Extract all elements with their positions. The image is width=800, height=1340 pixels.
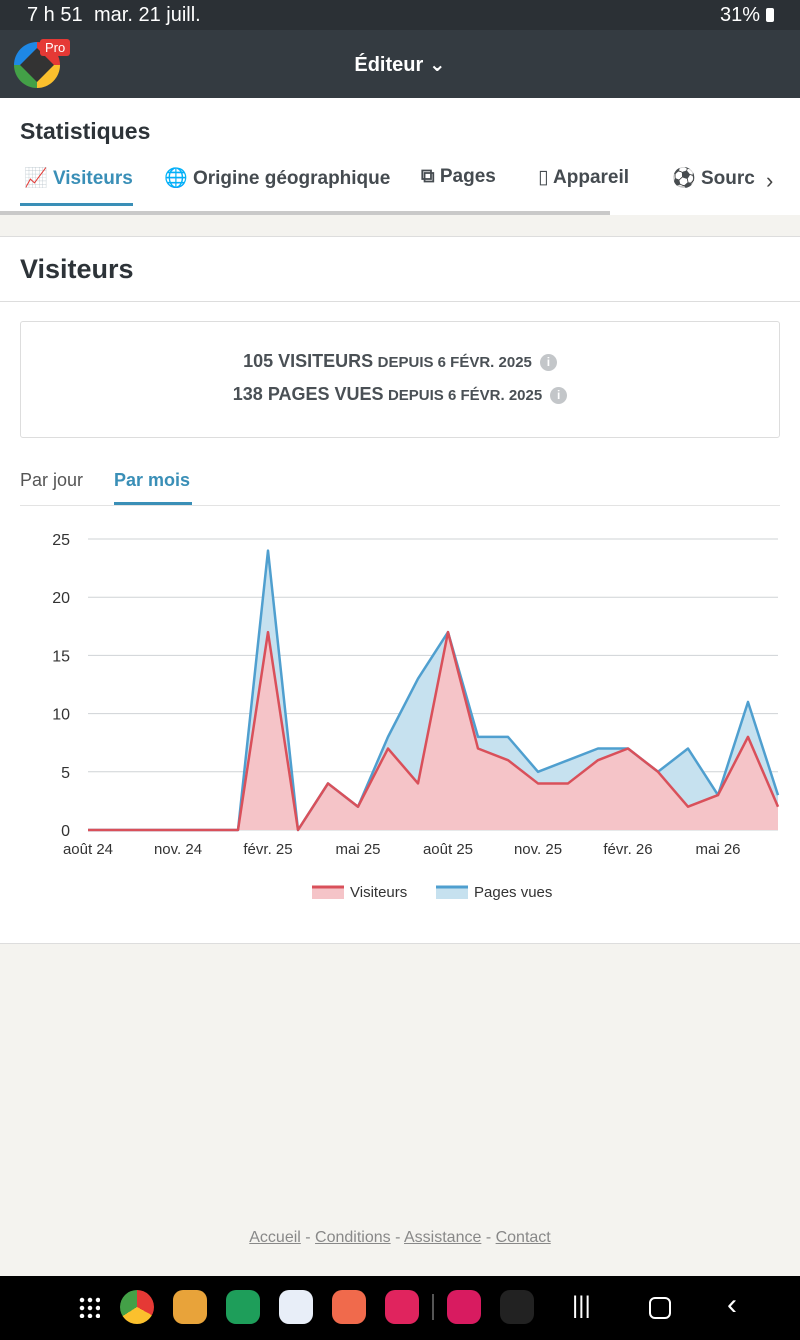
recents-button[interactable]: ||| [572,1292,591,1319]
tab-label: Origine géographique [192,168,391,189]
summary-line: 138 PAGES VUES DEPUIS 6 FÉVR. 2025 i [21,384,779,405]
x-tick-label: nov. 24 [154,841,202,858]
period-underline [114,502,192,505]
app-icon[interactable] [279,1290,313,1324]
tab-device[interactable]: ▯ Appareil [538,167,630,188]
tab-pages[interactable]: ⧉ Pages [421,166,496,187]
footer-link[interactable]: Assistance [404,1229,482,1246]
separator [432,1294,434,1320]
footer: Accueil - Conditions - Assistance - Cont… [249,1229,551,1246]
footer-link[interactable]: Conditions [315,1229,391,1246]
x-tick-label: nov. 25 [514,841,562,858]
chart: 0 5 10 15 20 25 août 24 nov. 24 févr. 25 mai 25 ao… [52,532,780,901]
y-tick-label: 0 [61,823,70,840]
footer-link[interactable]: Accueil [249,1229,301,1246]
y-tick-label: 25 [52,532,70,549]
legend-swatch [436,887,468,899]
period-tab[interactable]: Par jour [20,470,84,490]
tabs-scrollbar [0,211,610,215]
x-tick-label: août 25 [423,841,473,858]
y-tick-label: 10 [52,707,70,724]
tab-underline [20,203,133,206]
x-tick-label: mai 25 [335,841,380,858]
divider [20,505,780,506]
app-icon[interactable] [332,1290,366,1324]
summary-box: 105 VISITEURS DEPUIS 6 FÉVR. 2025 i 138 P… [20,321,780,438]
app-icon[interactable] [173,1290,207,1324]
header-title-text: Éditeur [354,54,424,76]
app-icon[interactable] [226,1290,260,1324]
summary-count: 105 VISITEURS [243,351,374,371]
section-title: Visiteurs [20,254,134,284]
x-tick-label: févr. 26 [603,841,652,858]
line [88,630,780,832]
y-tick-label: 15 [52,648,70,665]
page-title: Statistiques [20,118,151,144]
tabs-next[interactable]: › [766,168,774,193]
apps-icon[interactable] [78,1296,100,1318]
app-header: Pro Éditeur ⌄ [0,30,800,98]
battery: 31% [720,4,761,26]
x-tick-label: févr. 25 [243,841,292,858]
app-icon[interactable] [120,1290,154,1324]
home-button[interactable] [649,1297,671,1319]
legend-label: Pages vues [474,884,552,901]
info-icon[interactable]: i [550,387,568,404]
y-tick-label: 5 [61,765,70,782]
app-icon[interactable] [447,1290,481,1324]
pro-badge: Pro [40,39,71,56]
date: mar. 21 juill. [94,4,201,26]
battery-icon [766,8,774,22]
summary-since: DEPUIS 6 FÉVR. 2025 [387,387,543,404]
divider [0,301,800,302]
tab-visitors[interactable]: 📈 Visiteurs [24,168,133,189]
app-icon[interactable] [500,1290,534,1324]
legend-label: Visiteurs [350,884,407,901]
x-tick-label: mai 26 [695,841,740,858]
nav-bar: ||| ‹ [0,1276,800,1340]
tab-geo[interactable]: 🌐 Origine géographique [164,168,391,189]
summary-since: DEPUIS 6 FÉVR. 2025 [377,354,532,371]
stats-header: Statistiques [0,98,800,215]
tab-label: Visiteurs [52,168,133,189]
x-tick-label: août 24 [63,841,113,858]
info-icon[interactable]: i [539,354,557,371]
summary-count: 138 PAGES VUES [232,384,384,404]
app-icon[interactable] [385,1290,419,1324]
tab-sources[interactable]: ⚽ Sourc [672,168,755,189]
summary-line: 105 VISITEURS DEPUIS 6 FÉVR. 2025 i [21,351,779,372]
back-button[interactable]: ‹ [727,1288,737,1321]
legend-swatch [312,887,344,899]
time: 7 h 51 [27,4,83,26]
tab-label: Pages [439,166,496,187]
tab-label: Appareil [553,167,630,188]
period-tab-active[interactable]: Par mois [114,470,191,490]
header-title[interactable]: Éditeur ⌄ [354,54,446,76]
y-tick-label: 20 [52,590,70,607]
footer-link[interactable]: Contact [495,1229,551,1246]
status-bar: 7 h 51 mar. 21 juill. 31% [0,0,800,30]
tab-label: Sourc [700,168,755,189]
